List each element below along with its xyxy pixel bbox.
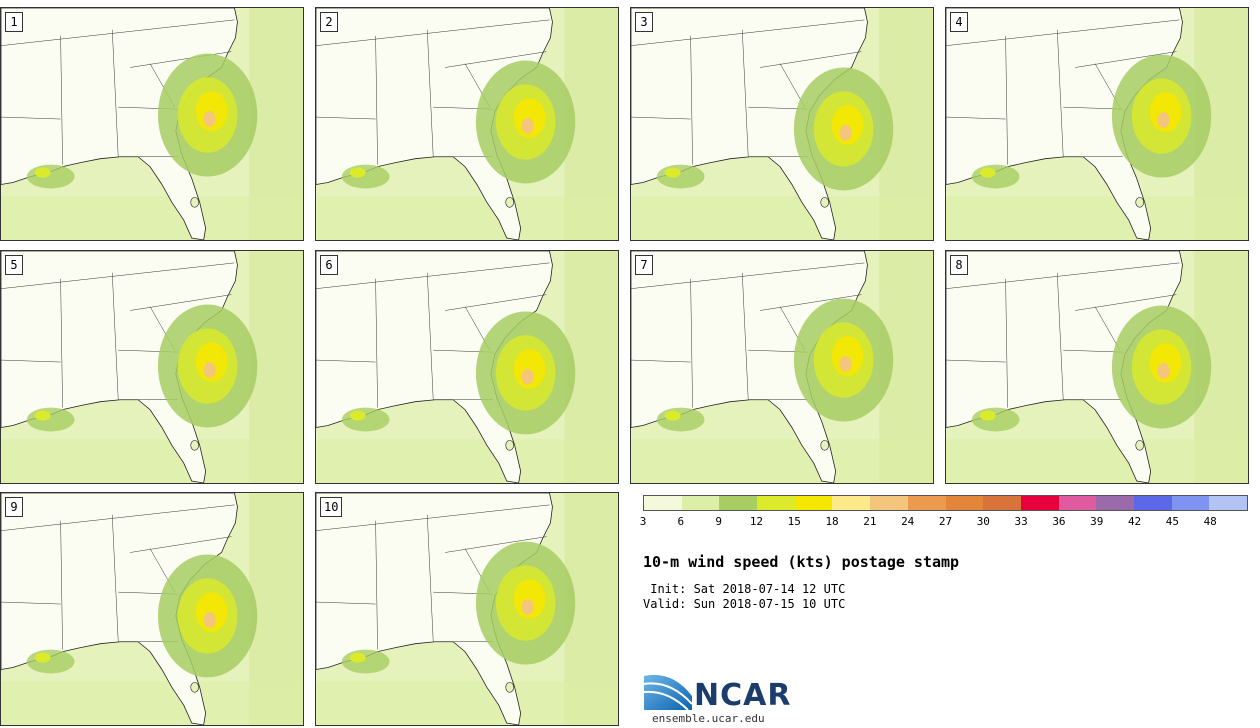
member-panel-1: 1 [0, 7, 304, 241]
colorbar-tick-label: 21 [863, 515, 877, 528]
member-label: 10 [320, 497, 343, 517]
ncar-logo-icon [643, 674, 693, 711]
colorbar-swatch [1020, 496, 1059, 510]
colorbar-swatch [907, 496, 946, 510]
member-label: 8 [950, 255, 968, 275]
colorbar-tick-label: 45 [1165, 515, 1179, 528]
colorbar-swatch [644, 496, 682, 510]
colorbar-swatch [681, 496, 720, 510]
colorbar-swatch [1096, 496, 1134, 510]
colorbar-swatch [945, 496, 984, 510]
wind-speed-map [1, 8, 303, 240]
colorbar-swatch [832, 496, 871, 510]
colorbar-swatch [1133, 496, 1172, 510]
member-panel-3: 3 [630, 7, 934, 241]
figure-title: 10-m wind speed (kts) postage stamp [643, 553, 960, 571]
member-label: 2 [320, 12, 338, 32]
wind-speed-map [316, 251, 618, 483]
member-panel-7: 7 [630, 250, 934, 484]
colorbar-tick-label: 24 [901, 515, 915, 528]
member-panel-4: 4 [945, 7, 1249, 241]
colorbar-ticks: 3 6 9 12 15 18 21 24 27 30 33 36 39 42 45 48 [639, 515, 1248, 529]
colorbar-swatch [1058, 496, 1097, 510]
wind-speed-map [946, 8, 1248, 240]
wind-speed-map [946, 251, 1248, 483]
colorbar-swatch [719, 496, 758, 510]
member-panel-8: 8 [945, 250, 1249, 484]
member-panel-6: 6 [315, 250, 619, 484]
colorbar-tick-label: 36 [1052, 515, 1066, 528]
colorbar-swatch [757, 496, 795, 510]
colorbar-tick-label: 39 [1090, 515, 1104, 528]
member-label: 9 [5, 497, 23, 517]
member-panel-5: 5 [0, 250, 304, 484]
member-panel-9: 9 [0, 492, 304, 726]
colorbar-tick-label: 30 [976, 515, 990, 528]
colorbar-tick-label: 6 [677, 515, 685, 528]
colorbar-swatch [983, 496, 1021, 510]
colorbar-tick-label: 3 [639, 515, 647, 528]
colorbar-tick-label: 42 [1127, 515, 1142, 528]
colorbar-swatch [870, 496, 908, 510]
wind-speed-map [1, 251, 303, 483]
member-panel-2: 2 [315, 7, 619, 241]
member-label: 4 [950, 12, 968, 32]
valid-time: Valid: Sun 2018-07-15 10 UTC [643, 597, 846, 611]
wind-speed-map [316, 493, 618, 725]
colorbar-tick-label: 33 [1014, 515, 1028, 528]
colorbar-tick-label: 9 [715, 515, 722, 528]
member-label: 6 [320, 255, 338, 275]
member-label: 3 [635, 12, 653, 32]
colorbar-tick-label: 18 [825, 515, 839, 528]
colorbar-swatch [1209, 496, 1247, 510]
init-time: Init: Sat 2018-07-14 12 UTC [643, 582, 846, 596]
colorbar-swatch [1171, 496, 1210, 510]
colorbar-swatch [794, 496, 833, 510]
logo-url: ensemble.ucar.edu [652, 712, 765, 725]
member-panel-10: 10 [315, 492, 619, 726]
wind-speed-map [316, 8, 618, 240]
member-label: 5 [5, 255, 23, 275]
colorbar-tick-label: 27 [938, 515, 953, 528]
colorbar-tick-label: 48 [1203, 515, 1217, 528]
wind-speed-map [1, 493, 303, 725]
colorbar-tick-label: 12 [749, 515, 764, 528]
logo-text: NCAR [694, 678, 792, 713]
wind-speed-map [631, 251, 933, 483]
wind-speed-map [631, 8, 933, 240]
colorbar [643, 495, 1248, 511]
member-label: 7 [635, 255, 653, 275]
colorbar-tick-label: 15 [787, 515, 801, 528]
member-label: 1 [5, 12, 23, 32]
